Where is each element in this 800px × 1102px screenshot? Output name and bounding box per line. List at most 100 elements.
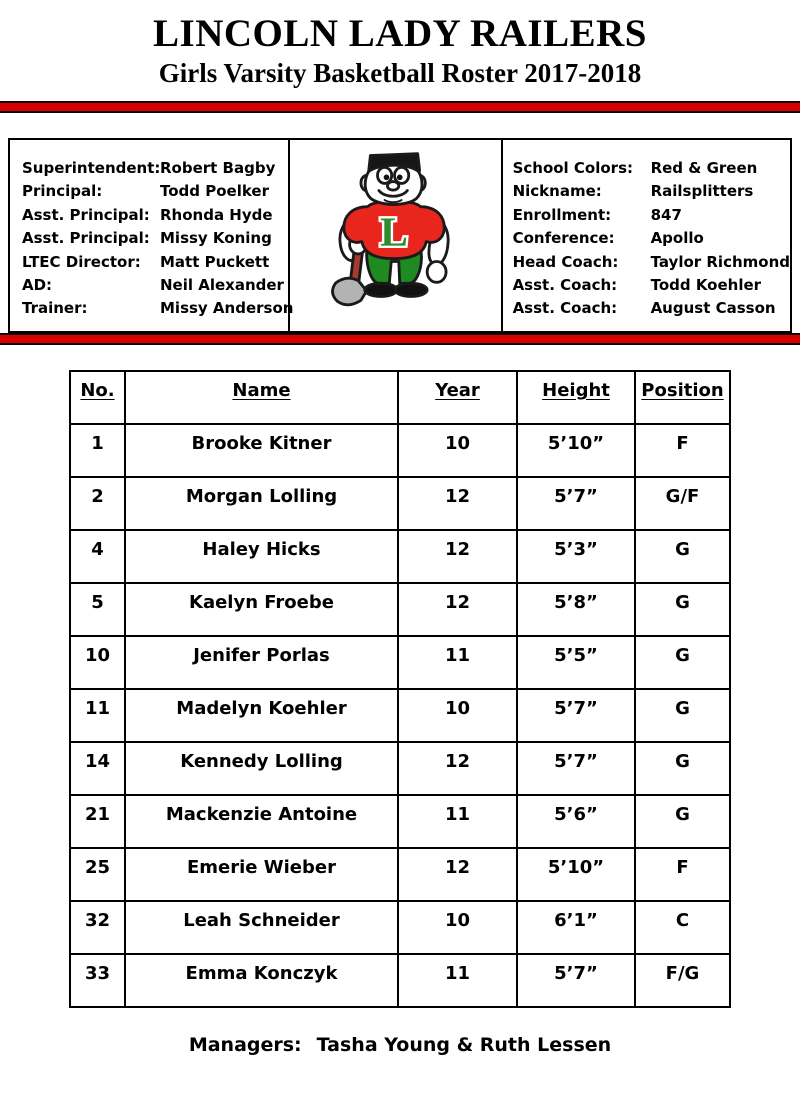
- info-row: Asst. Coach: August Casson: [513, 297, 790, 320]
- player-position: F/G: [634, 952, 731, 1008]
- player-position: G/F: [634, 475, 731, 531]
- info-row: Principal: Todd Poelker: [22, 180, 288, 203]
- table-row: 33 Emma Konczyk 11 5’7” F/G: [69, 952, 731, 1008]
- info-row: LTEC Director: Matt Puckett: [22, 251, 288, 274]
- table-row: 25 Emerie Wieber 12 5’10” F: [69, 846, 731, 902]
- player-number: 32: [69, 899, 126, 955]
- info-row: School Colors: Red & Green: [513, 157, 790, 180]
- player-position: G: [634, 793, 731, 849]
- info-value: Robert Bagby: [160, 158, 276, 177]
- info-value: Neil Alexander: [160, 275, 284, 294]
- info-row: Nickname: Railsplitters: [513, 180, 790, 203]
- column-header-no: No.: [69, 369, 126, 425]
- player-name: Mackenzie Antoine: [124, 793, 399, 849]
- player-year: 12: [397, 581, 518, 637]
- player-position: G: [634, 687, 731, 743]
- player-year: 10: [397, 422, 518, 478]
- info-label: Head Coach:: [512, 252, 619, 271]
- column-header-year: Year: [397, 369, 518, 425]
- player-number: 1: [69, 422, 126, 478]
- info-label: Trainer:: [22, 299, 88, 318]
- player-height: 5’8”: [516, 581, 636, 637]
- player-name: Jenifer Porlas: [124, 634, 399, 690]
- player-year: 12: [397, 740, 518, 796]
- player-position: G: [634, 740, 731, 796]
- info-row: Asst. Coach: Todd Koehler: [513, 274, 790, 297]
- info-row: Asst. Principal: Rhonda Hyde: [22, 204, 288, 227]
- player-number: 11: [69, 687, 126, 743]
- table-row: 14 Kennedy Lolling 12 5’7” G: [69, 740, 731, 796]
- managers-line: Managers: Tasha Young & Ruth Lessen: [0, 1034, 800, 1056]
- player-height: 5’7”: [516, 952, 636, 1008]
- player-year: 12: [397, 846, 518, 902]
- player-name: Haley Hicks: [124, 528, 399, 584]
- info-label: School Colors:: [512, 158, 634, 177]
- player-height: 5’10”: [516, 422, 636, 478]
- player-number: 10: [69, 634, 126, 690]
- player-name: Emerie Wieber: [124, 846, 399, 902]
- player-height: 5’3”: [516, 528, 636, 584]
- mascot-chest-letter: L: [380, 209, 408, 255]
- player-position: G: [634, 634, 731, 690]
- info-label: AD:: [22, 275, 53, 294]
- info-label: Superintendent:: [22, 158, 161, 177]
- player-year: 11: [397, 634, 518, 690]
- info-row: AD: Neil Alexander: [22, 274, 288, 297]
- player-position: C: [634, 899, 731, 955]
- player-height: 5’7”: [516, 740, 636, 796]
- railsplitter-mascot-icon: L: [331, 152, 450, 307]
- player-number: 5: [69, 581, 126, 637]
- table-row: 4 Haley Hicks 12 5’3” G: [69, 528, 731, 584]
- column-header-position: Position: [634, 369, 731, 425]
- player-name: Madelyn Koehler: [124, 687, 399, 743]
- player-position: F: [634, 422, 731, 478]
- info-row: Superintendent: Robert Bagby: [22, 157, 288, 180]
- player-year: 12: [397, 528, 518, 584]
- player-number: 25: [69, 846, 126, 902]
- player-height: 5’10”: [516, 846, 636, 902]
- table-row: 2 Morgan Lolling 12 5’7” G/F: [69, 475, 731, 531]
- player-name: Morgan Lolling: [124, 475, 399, 531]
- player-height: 5’7”: [516, 475, 636, 531]
- info-value: Todd Koehler: [650, 275, 762, 294]
- info-row: Asst. Principal: Missy Koning: [22, 227, 288, 250]
- info-value: 847: [650, 205, 682, 224]
- info-value: Missy Anderson: [160, 299, 294, 318]
- info-row: Conference: Apollo: [513, 227, 790, 250]
- player-name: Kaelyn Froebe: [124, 581, 399, 637]
- player-name: Kennedy Lolling: [124, 740, 399, 796]
- info-value: Red & Green: [650, 158, 758, 177]
- table-row: 21 Mackenzie Antoine 11 5’6” G: [69, 793, 731, 849]
- info-label: Asst. Principal:: [22, 205, 150, 224]
- info-value: Rhonda Hyde: [160, 205, 273, 224]
- school-info-panel: School Colors: Red & Green Nickname: Rai…: [503, 140, 790, 331]
- info-value: August Casson: [650, 299, 776, 318]
- info-value: Railsplitters: [650, 182, 754, 201]
- table-row: 1 Brooke Kitner 10 5’10” F: [69, 422, 731, 478]
- info-label: Asst. Coach:: [512, 275, 618, 294]
- info-box: Superintendent: Robert Bagby Principal: …: [8, 137, 792, 333]
- player-number: 2: [69, 475, 126, 531]
- staff-info-panel: Superintendent: Robert Bagby Principal: …: [10, 139, 293, 331]
- info-value: Apollo: [650, 229, 704, 248]
- info-row: Trainer: Missy Anderson: [22, 297, 293, 320]
- info-value: Taylor Richmond: [650, 252, 790, 271]
- player-year: 10: [397, 899, 518, 955]
- player-number: 21: [69, 793, 126, 849]
- player-position: G: [634, 528, 731, 584]
- info-label: Principal:: [22, 182, 103, 201]
- bottom-divider-bar: [0, 332, 800, 345]
- player-name: Emma Konczyk: [124, 952, 399, 1008]
- mascot-cell: L: [290, 139, 503, 331]
- info-row: Enrollment: 847: [513, 204, 790, 227]
- player-number: 4: [69, 528, 126, 584]
- info-label: Enrollment:: [512, 205, 612, 224]
- table-row: 10 Jenifer Porlas 11 5’5” G: [69, 634, 731, 690]
- info-value: Todd Poelker: [160, 182, 269, 201]
- player-year: 11: [397, 793, 518, 849]
- player-name: Brooke Kitner: [124, 422, 399, 478]
- info-label: Conference:: [512, 229, 615, 248]
- roster-table: No. Name Year Height Position 1 Brooke K…: [69, 369, 731, 1008]
- player-year: 12: [397, 475, 518, 531]
- info-row: Head Coach: Taylor Richmond: [513, 251, 790, 274]
